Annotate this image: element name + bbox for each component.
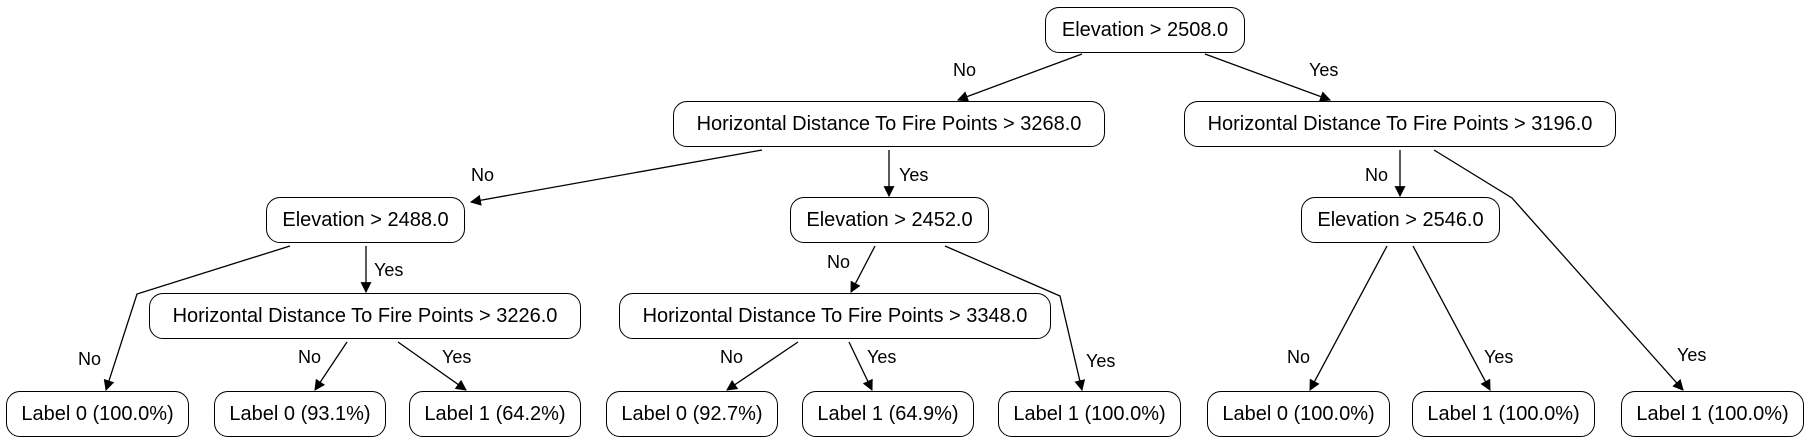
edge-lrl-leaf5 — [848, 341, 873, 391]
edge-root-right — [1204, 53, 1332, 102]
tree-node-left: Horizontal Distance To Fire Points > 326… — [673, 101, 1105, 147]
edge-label-no: No — [720, 347, 744, 367]
tree-node-right: Horizontal Distance To Fire Points > 319… — [1184, 101, 1616, 147]
tree-leaf: Label 1 (100.0%) — [1412, 391, 1595, 437]
edge-label-yes: Yes — [1086, 351, 1116, 371]
edge-rl-leaf7 — [1309, 245, 1388, 391]
tree-node-lr: Elevation > 2452.0 — [790, 197, 989, 243]
edge-lrl-leaf4 — [726, 341, 799, 391]
edge-right-leaf9 — [1433, 149, 1684, 391]
edge-label-yes: Yes — [867, 347, 897, 367]
tree-leaf: Label 0 (93.1%) — [214, 391, 386, 437]
tree-node-llr: Horizontal Distance To Fire Points > 322… — [149, 293, 581, 339]
edge-lr-lrl — [850, 245, 876, 293]
tree-node-root: Elevation > 2508.0 — [1045, 7, 1245, 53]
tree-leaf: Label 0 (100.0%) — [6, 391, 189, 437]
edge-lr-leaf6 — [944, 245, 1086, 392]
tree-node-ll: Elevation > 2488.0 — [266, 197, 465, 243]
tree-leaf: Label 1 (100.0%) — [998, 391, 1181, 437]
tree-node-lrl: Horizontal Distance To Fire Points > 334… — [619, 293, 1051, 339]
edge-label-yes: Yes — [899, 165, 929, 185]
edge-rl-leaf8 — [1412, 245, 1491, 391]
edge-label-no: No — [953, 60, 977, 80]
edge-label-yes: Yes — [374, 260, 404, 280]
edge-llr-leaf2 — [314, 341, 348, 391]
edge-label-yes: Yes — [1309, 60, 1339, 80]
tree-leaf: Label 0 (100.0%) — [1207, 391, 1390, 437]
edge-label-yes: Yes — [1677, 345, 1707, 365]
edge-label-no: No — [1365, 165, 1389, 185]
edge-root-left — [956, 53, 1083, 102]
tree-leaf: Label 1 (64.2%) — [409, 391, 581, 437]
edge-label-no: No — [78, 349, 102, 369]
tree-leaf: Label 1 (64.9%) — [802, 391, 974, 437]
tree-leaf: Label 0 (92.7%) — [606, 391, 778, 437]
tree-leaf: Label 1 (100.0%) — [1621, 391, 1804, 437]
edge-label-no: No — [827, 252, 851, 272]
edge-label-yes: Yes — [1484, 347, 1514, 367]
edge-left-ll — [469, 149, 763, 206]
edge-label-no: No — [1287, 347, 1311, 367]
edge-label-no: No — [298, 347, 322, 367]
edge-label-no: No — [471, 165, 495, 185]
edge-ll-leaf1 — [103, 245, 291, 392]
edge-llr-leaf3 — [397, 341, 467, 391]
edge-label-yes: Yes — [442, 347, 472, 367]
tree-node-rl: Elevation > 2546.0 — [1301, 197, 1500, 243]
